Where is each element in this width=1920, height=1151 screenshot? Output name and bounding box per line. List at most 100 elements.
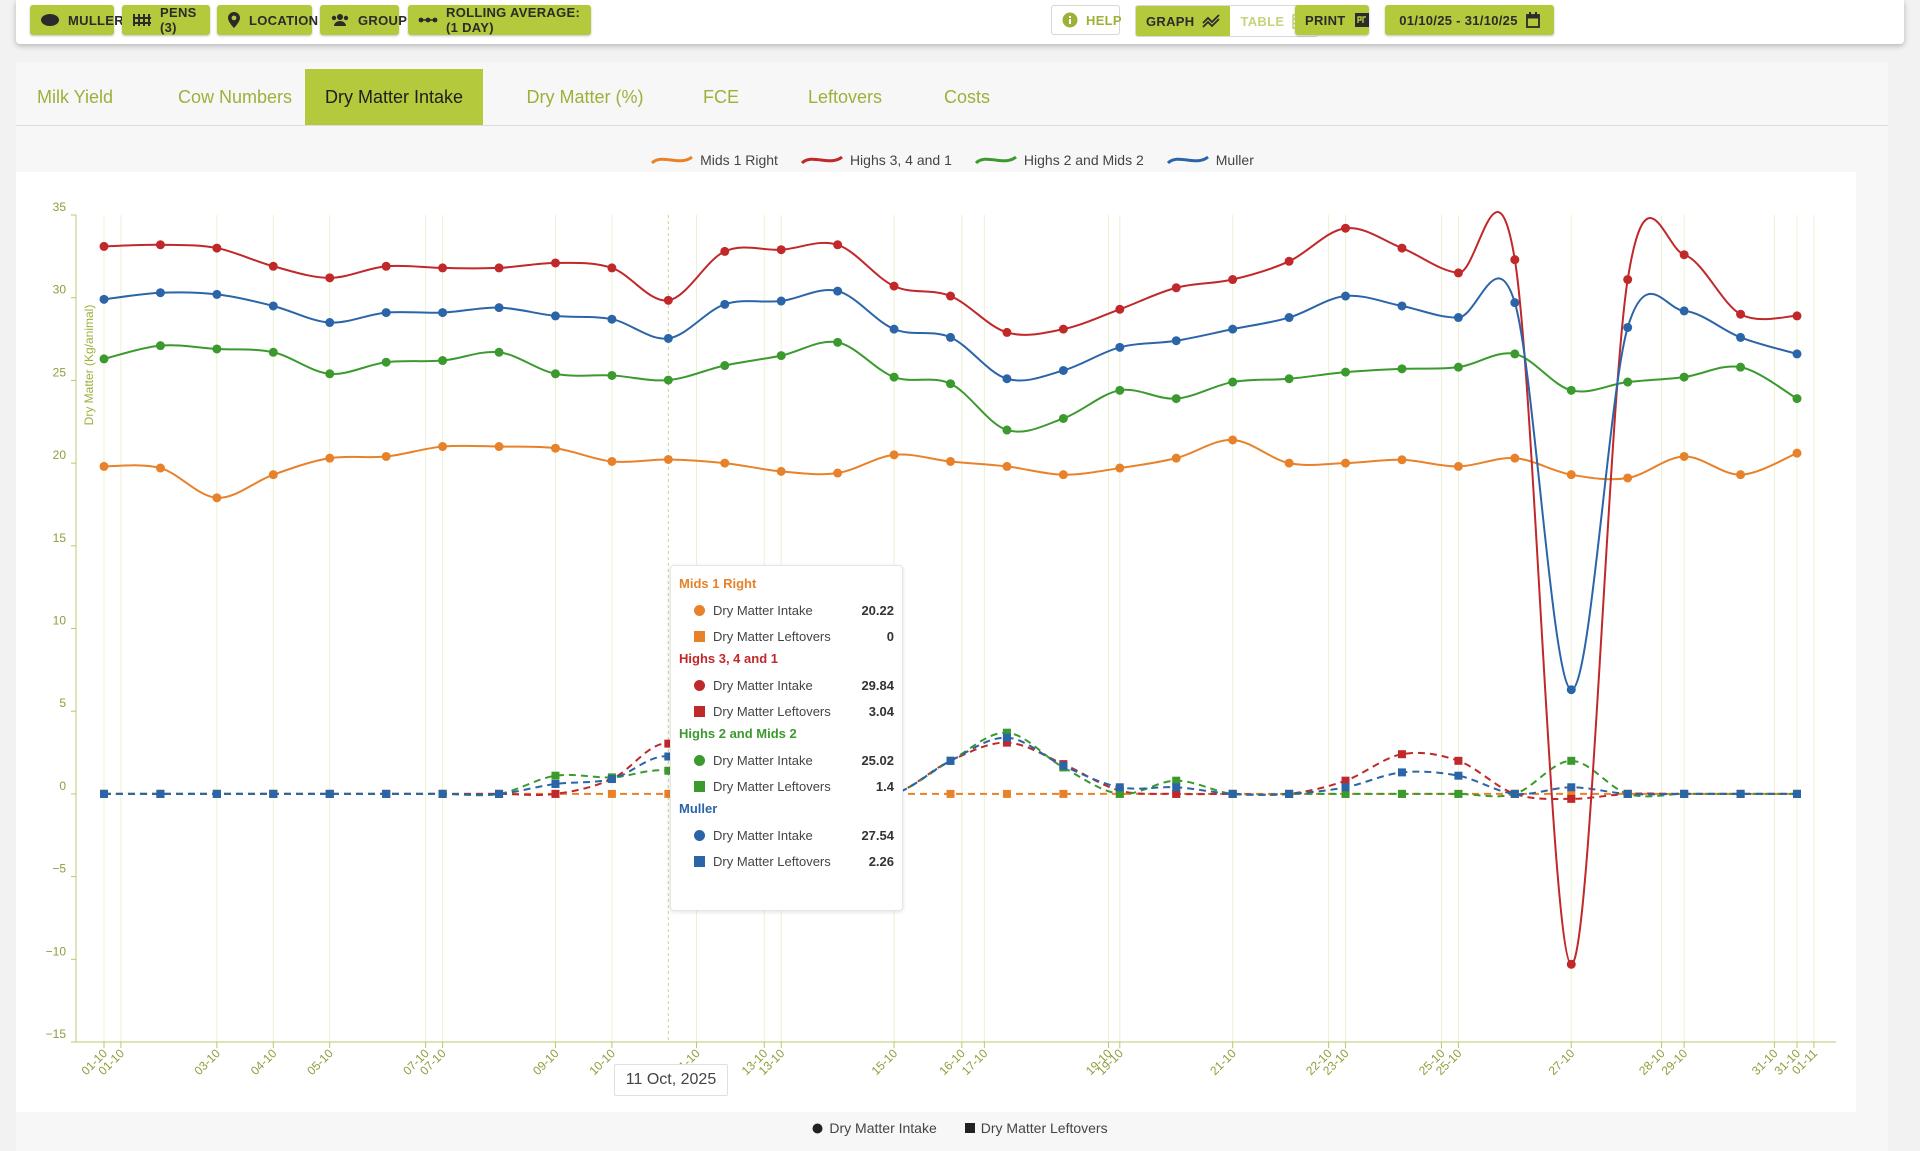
x-tick-label: 03-10 [191,1046,223,1078]
data-point-intake-mids-1-right [550,443,560,453]
legend-item-intake[interactable]: Dry Matter Intake [812,1120,937,1136]
data-point-intake-highs-2-and-mids-2 [889,372,899,382]
tab-milk-yield[interactable]: Milk Yield [36,86,114,107]
data-point-intake-highs-3-4-and-1 [1679,250,1689,260]
square-marker-icon [694,780,705,792]
graph-view-button[interactable]: GRAPH [1136,6,1231,36]
data-point-intake-muller [1058,365,1068,375]
data-point-intake-mids-1-right [1792,448,1802,458]
x-tick-label: 15-10 [869,1046,901,1078]
y-tick-label: 0 [59,779,66,793]
help-button[interactable]: HELP [1051,5,1122,35]
data-point-intake-muller [833,286,843,296]
pens-button[interactable]: PENS (3) [122,5,210,35]
tab-costs[interactable]: Costs [943,86,990,107]
data-point-leftovers-muller [1736,789,1745,798]
legend-label: Dry Matter Leftovers [980,1120,1108,1136]
pdf-icon [1354,13,1369,27]
y-tick-label: 25 [53,365,67,379]
dry-matter-chart[interactable]: 35 30 25 20 15 10 5 0 −5 −10 −15 Dry Matter (Kg/ani… [16,172,1856,1112]
data-point-intake-highs-3-4-and-1 [720,246,730,256]
legend-item-mids-1-right[interactable]: Mids 1 Right [650,152,778,168]
data-point-intake-muller [1566,685,1576,695]
tooltip-value: 25.02 [861,752,894,768]
data-point-intake-mids-1-right [1228,435,1238,445]
date-range-button[interactable]: 01/10/25 - 31/10/25 [1385,5,1554,35]
square-marker-icon [694,855,705,867]
data-point-leftovers-highs-3-4-and-1 [1397,750,1406,759]
tab-fce[interactable]: FCE [703,86,739,107]
tooltip-value: 1.4 [875,778,894,794]
pens-label: PENS (3) [160,5,197,35]
chart-panel: 35 30 25 20 15 10 5 0 −5 −10 −15 Dry Matter (Kg/ani… [16,172,1856,1112]
tooltip-label: Dry Matter Intake [713,602,813,618]
data-point-leftovers-highs-2-and-mids-2 [551,771,560,780]
legend-line-icon [974,155,1017,165]
rolling-average-button[interactable]: ROLLING AVERAGE: (1 DAY) [408,5,591,35]
data-point-intake-highs-3-4-and-1 [1566,959,1576,969]
group-icon [331,14,349,26]
data-point-intake-highs-3-4-and-1 [1736,309,1746,319]
data-point-intake-mids-1-right [663,454,673,464]
tab-cow-numbers[interactable]: Cow Numbers [177,86,293,107]
data-point-intake-muller [1736,332,1746,342]
data-point-leftovers-muller [946,756,955,765]
print-button[interactable]: PRINT [1295,5,1369,35]
data-point-intake-mids-1-right [1453,461,1463,471]
data-point-intake-muller [1002,374,1012,384]
data-point-intake-mids-1-right [1341,458,1351,468]
data-point-intake-muller [1171,336,1181,346]
circle-marker-icon [694,604,705,616]
legend-item-leftovers[interactable]: Dry Matter Leftovers [964,1120,1108,1136]
data-point-intake-mids-1-right [1623,473,1633,483]
data-point-intake-highs-3-4-and-1 [1171,283,1181,293]
calendar-icon [1525,12,1540,28]
data-point-intake-highs-2-and-mids-2 [1510,349,1520,359]
chart-tooltip: Mids 1 Right Dry Matter Intake 20.22 Dry … [670,565,903,911]
data-point-intake-highs-2-and-mids-2 [1397,364,1407,374]
data-point-intake-muller [1623,322,1633,332]
data-point-intake-mids-1-right [268,470,278,480]
data-point-leftovers-mids-1-right [1059,789,1068,798]
data-point-intake-highs-3-4-and-1 [1792,311,1802,321]
legend-item-highs-2-and-mids-2[interactable]: Highs 2 and Mids 2 [974,152,1144,168]
data-point-intake-mids-1-right [607,456,617,466]
location-button[interactable]: LOCATION [217,5,318,35]
data-point-intake-mids-1-right [1679,451,1689,461]
data-point-intake-mids-1-right [1171,453,1181,463]
data-point-leftovers-mids-1-right [607,789,616,798]
tab-leftovers[interactable]: Leftovers [807,86,883,107]
tooltip-row: Dry Matter Leftovers 2.26 [679,848,894,874]
tab-dry-matter-percent[interactable]: Dry Matter (%) [526,86,644,107]
data-point-intake-muller [1453,313,1463,323]
data-point-leftovers-muller [1454,771,1463,780]
metric-tabs: Milk Yield Cow Numbers Dry Matter Intake… [16,69,1888,126]
data-point-intake-highs-3-4-and-1 [155,240,165,250]
tab-dry-matter-intake[interactable]: Dry Matter Intake [305,69,483,125]
x-tick-label: 27-10 [1546,1046,1578,1078]
tooltip-row: Dry Matter Intake 25.02 [679,747,894,773]
marker-legend: Dry Matter Intake Dry Matter Leftovers [0,1120,1920,1136]
data-point-leftovers-muller [438,789,447,798]
x-tick-label: 21-10 [1207,1046,1239,1078]
data-point-intake-muller [268,301,278,311]
chart-line-icon [1202,14,1221,28]
location-pin-icon [228,12,240,28]
data-point-intake-highs-2-and-mids-2 [1002,425,1012,435]
tooltip-value: 20.22 [861,602,894,618]
tooltip-value: 29.84 [861,677,894,693]
data-point-intake-muller [776,296,786,306]
data-point-leftovers-highs-3-4-and-1 [551,789,560,798]
data-point-intake-muller [155,288,165,298]
data-point-intake-highs-3-4-and-1 [1058,324,1068,334]
data-point-intake-highs-3-4-and-1 [1341,223,1351,233]
farm-button[interactable]: MULLER [30,5,124,35]
legend-label: Highs 2 and Mids 2 [1023,152,1144,168]
data-point-intake-highs-3-4-and-1 [268,261,278,271]
data-point-intake-highs-2-and-mids-2 [1792,394,1802,404]
data-point-leftovers-highs-2-and-mids-2 [1002,728,1011,737]
legend-item-highs-3-4-and-1[interactable]: Highs 3, 4 and 1 [800,152,952,168]
legend-item-muller[interactable]: Muller [1166,152,1254,168]
group-button[interactable]: GROUP [320,5,407,35]
data-point-leftovers-muller [1680,789,1689,798]
